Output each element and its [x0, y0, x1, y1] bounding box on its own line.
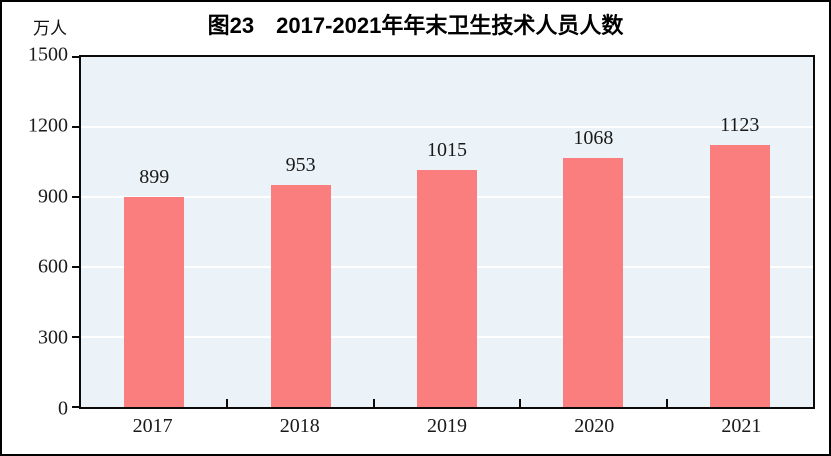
bar-value-label-2017: 899	[139, 166, 170, 189]
y-axis-tick-300	[72, 336, 80, 338]
x-tick-label-2021: 2021	[721, 415, 762, 437]
bar-2018	[270, 184, 331, 407]
y-tick-label-600: 600	[38, 255, 68, 278]
y-axis-tick-labels: 0 300 600 900 1200 1500	[2, 44, 68, 420]
plot-area: 899 953 1015 1068 1123	[72, 55, 815, 409]
y-axis-tick-600	[72, 266, 80, 268]
x-axis-tick-4	[665, 399, 668, 407]
y-axis-tick-1500	[72, 56, 80, 58]
x-axis-tick-1	[226, 399, 229, 407]
x-tick-label-2020: 2020	[574, 415, 615, 437]
y-axis-tick-0	[72, 406, 80, 408]
y-axis-tick-1200	[72, 126, 80, 128]
y-tick-label-0: 0	[58, 397, 68, 420]
gridline-1200	[81, 126, 813, 128]
y-axis-tick-900	[72, 196, 80, 198]
bar-2020	[563, 157, 624, 407]
y-tick-label-1500: 1500	[28, 43, 68, 66]
bar-value-label-2019: 1015	[427, 139, 467, 162]
x-tick-label-2018: 2018	[279, 415, 320, 437]
bar-value-label-2018: 953	[285, 153, 316, 176]
bar-2021	[709, 144, 770, 407]
bar-2017	[124, 197, 185, 407]
x-axis-tick-2	[372, 399, 375, 407]
y-axis-unit-label: 万人	[33, 19, 67, 38]
x-tick-label-2017: 2017	[132, 415, 173, 437]
bar-value-label-2021: 1123	[720, 113, 760, 136]
x-axis-tick-3	[519, 399, 522, 407]
y-tick-label-300: 300	[38, 326, 68, 349]
y-tick-label-900: 900	[38, 185, 68, 208]
x-tick-label-2019: 2019	[427, 415, 467, 437]
bar-value-label-2020: 1068	[573, 126, 614, 149]
y-tick-label-1200: 1200	[28, 114, 68, 137]
chart-title: 图23 2017-2021年年末卫生技术人员人数	[207, 13, 624, 38]
bar-2019	[417, 170, 477, 407]
x-axis-tick-labels: 2017 2018 2019 2020 2021	[79, 415, 815, 443]
